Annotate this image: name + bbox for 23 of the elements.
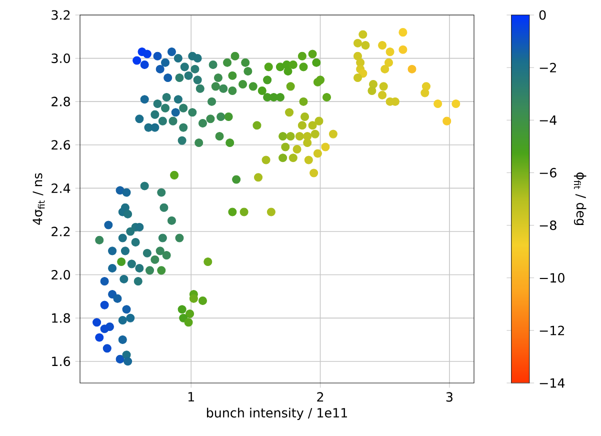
color-bar-title: ϕ$_{fit}$ / deg [574,172,586,225]
y-tick-label: 1.6 [52,356,70,366]
y-tick-label: 3.0 [52,53,70,64]
x-tick-label: 3 [446,392,452,402]
y-tick-label: 2.2 [52,226,70,236]
x-tick-label: 1 [188,392,194,402]
color-bar-label: −2 [540,62,556,72]
color-bar-label: −14 [540,378,565,388]
color-bar-label: 0 [539,10,546,20]
color-bar-label: −12 [540,326,564,336]
x-axis-title: bunch intensity / 1e11 [206,408,348,420]
y-axis-title: 4σ$_{fit}$ / ns [32,173,45,225]
color-bar-label: −6 [540,168,556,178]
y-tick-label: 3.2 [52,10,70,20]
y-tick-label: 2.8 [52,96,70,106]
color-bar-label: −8 [540,220,556,230]
y-tick-label: 2.4 [52,183,70,193]
x-tick-label: 2 [317,392,324,402]
color-bar-label: −4 [540,116,557,125]
color-bar-label: −10 [540,273,564,283]
y-tick-label: 2.0 [52,270,70,280]
y-tick-label: 1.8 [52,313,70,323]
y-tick-label: 2.6 [52,140,70,150]
